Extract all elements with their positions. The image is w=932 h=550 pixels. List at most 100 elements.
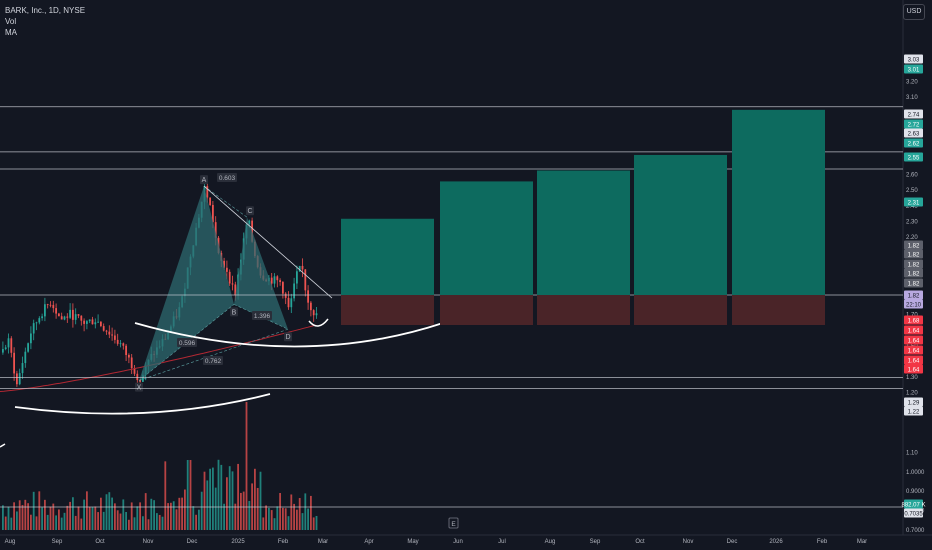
candle-body <box>38 318 41 323</box>
volume-bar <box>49 506 52 530</box>
volume-bar <box>30 514 32 530</box>
volume-indicator-label[interactable]: Vol <box>5 17 17 26</box>
volume-bar <box>21 505 24 530</box>
pattern-ratio-badge <box>252 311 272 320</box>
candle-body <box>105 330 108 332</box>
left-arc-stub <box>0 443 6 448</box>
candle-body <box>63 316 66 320</box>
time-tick-label: Sep <box>590 539 601 545</box>
candle-body <box>52 304 55 309</box>
candle-body <box>100 321 102 327</box>
price-tick-label: 0.7000 <box>906 528 925 534</box>
price-marker <box>904 397 923 407</box>
volume-bar <box>301 513 304 530</box>
candle-body <box>248 220 251 225</box>
price-marker-label: 1.82 <box>908 293 920 299</box>
price-marker <box>904 290 923 300</box>
volume-bar <box>133 517 136 530</box>
candle-body <box>287 297 290 308</box>
candle-body <box>310 302 312 311</box>
price-tick-label: 1.30 <box>906 375 918 381</box>
candle-body <box>284 293 287 298</box>
price-marker <box>904 268 923 278</box>
currency-button[interactable]: USD <box>903 4 925 20</box>
volume-bar <box>139 502 141 530</box>
candle-body <box>298 265 301 272</box>
stop-loss-box <box>634 295 727 326</box>
pattern-point-label: B <box>232 309 237 316</box>
moving-average-label[interactable]: MA <box>5 28 17 37</box>
volume-bar <box>290 494 293 530</box>
volume-bar <box>66 505 69 530</box>
volume-bar <box>46 514 49 530</box>
candle-body <box>49 304 52 306</box>
candle-body <box>228 271 231 284</box>
volume-bar <box>102 511 105 530</box>
candle-body <box>30 333 32 344</box>
stop-loss-box <box>537 295 630 326</box>
volume-bar <box>60 517 63 530</box>
volume-bar <box>72 497 74 530</box>
candle-body <box>86 321 88 324</box>
price-marker-label: 1.64 <box>908 348 920 354</box>
price-tick-label: 2.20 <box>906 235 918 241</box>
volume-bar <box>122 499 125 530</box>
price-marker <box>904 508 923 518</box>
candle-body <box>279 280 281 283</box>
pattern-ratio-line <box>203 185 248 218</box>
candle-body <box>13 352 15 374</box>
volume-bar <box>136 506 139 530</box>
chart-legend: BARK, Inc., 1D, NYSE Vol MA <box>5 5 85 38</box>
candle-body <box>234 284 237 296</box>
candle-body <box>102 326 105 331</box>
volume-bar <box>226 477 228 530</box>
time-tick-label: Oct <box>95 539 105 545</box>
candle-body <box>18 373 21 385</box>
volume-bar <box>209 468 211 530</box>
volume-bar <box>105 494 108 530</box>
price-marker-label: 2.55 <box>908 155 920 161</box>
price-tick-label: 3.10 <box>906 95 918 101</box>
stop-loss-box <box>440 295 533 326</box>
candle-body <box>72 309 74 320</box>
price-marker <box>904 152 923 162</box>
candle-body <box>97 321 99 323</box>
pattern-point-badge <box>284 332 292 342</box>
profit-target-box <box>440 181 533 295</box>
price-marker-label: 2.72 <box>908 122 920 128</box>
price-marker <box>904 345 923 355</box>
volume-bar <box>111 497 113 530</box>
price-marker <box>904 299 923 309</box>
symbol-title[interactable]: BARK, Inc., 1D, NYSE <box>5 6 86 15</box>
pattern-ratio-label: 0.596 <box>179 340 196 347</box>
price-marker-label: 3.01 <box>908 67 920 73</box>
volume-bar <box>114 503 116 530</box>
price-marker <box>904 325 923 335</box>
volume-bar <box>206 480 209 530</box>
candle-body <box>27 343 29 352</box>
volume-bar <box>248 500 251 530</box>
volume-bar <box>167 503 169 530</box>
volume-bar <box>265 505 267 530</box>
time-tick-label: Jun <box>453 539 463 545</box>
candle-body <box>24 351 27 364</box>
price-marker-label: 1.82 <box>908 271 920 277</box>
price-marker-label: 0.7035 <box>904 511 923 517</box>
volume-bar <box>259 471 262 530</box>
volume-bar <box>58 509 60 530</box>
volume-bar <box>128 519 130 530</box>
volume-bar <box>186 460 189 530</box>
price-marker-label: 2.63 <box>908 131 920 137</box>
price-marker-label: 1.29 <box>908 400 920 406</box>
candle-body <box>116 339 119 344</box>
volume-bar <box>178 497 181 530</box>
candle-body <box>125 345 127 355</box>
pattern-ratio-label: 0.603 <box>219 175 236 182</box>
candle-body <box>44 304 46 317</box>
candle-body <box>231 283 234 285</box>
volume-bar <box>195 514 197 530</box>
support-arc-upper <box>134 322 444 348</box>
volume-bar <box>245 402 248 530</box>
